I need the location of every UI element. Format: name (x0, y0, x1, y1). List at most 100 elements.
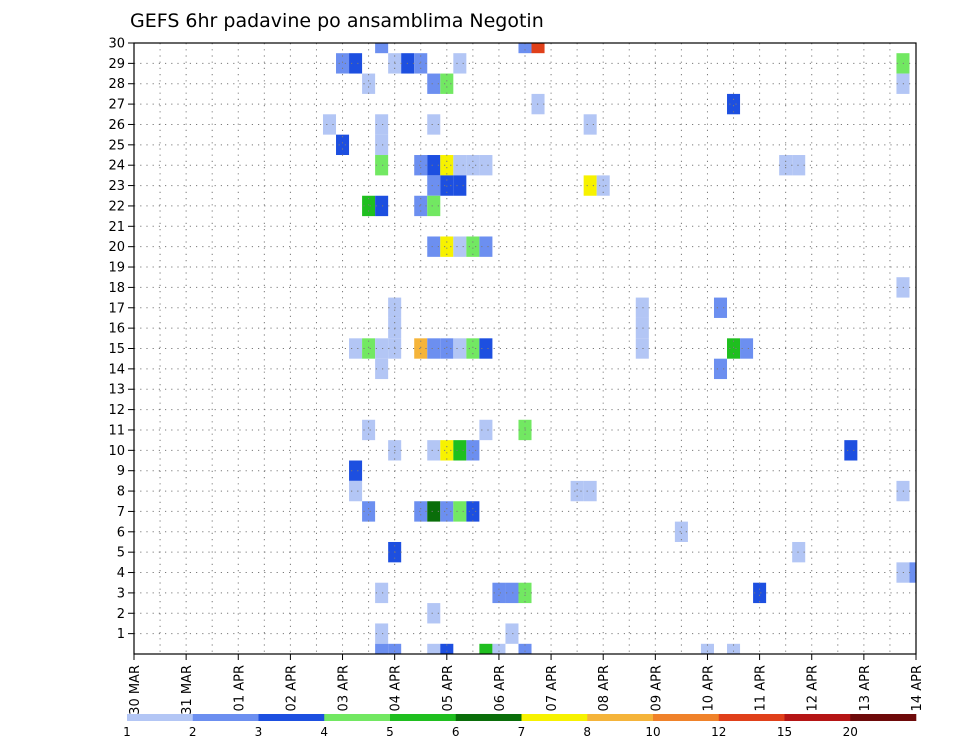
chart-title: GEFS 6hr padavine po ansamblima Negotin (130, 10, 544, 32)
heatmap-cell (713, 358, 728, 380)
y-tick-label: 25 (108, 138, 125, 153)
y-tick-label: 19 (108, 261, 125, 276)
y-tick-label: 8 (117, 485, 125, 500)
x-tick-label: 05 APR (441, 665, 456, 711)
colorbar-swatch (653, 714, 720, 721)
heatmap-cell (375, 134, 389, 156)
heatmap-cell (453, 236, 467, 257)
heatmap-cell (453, 501, 467, 522)
y-tick-label: 2 (117, 607, 125, 622)
colorbar-label: 15 (777, 725, 792, 739)
heatmap-cell (727, 643, 741, 654)
colorbar-swatch (455, 714, 522, 721)
y-tick-label: 15 (108, 342, 125, 357)
heatmap-cell (349, 53, 363, 74)
heatmap-cell (570, 480, 584, 502)
heatmap-cell (466, 338, 480, 359)
y-tick-label: 20 (108, 240, 125, 255)
heatmap-cell (674, 521, 688, 542)
heatmap-cell (427, 73, 441, 94)
heatmap-cell (531, 43, 545, 54)
heatmap-cell (427, 338, 441, 359)
heatmap-cell (336, 53, 350, 74)
heatmap-cell (713, 297, 728, 318)
heatmap-cell (792, 541, 806, 563)
y-tick-label: 9 (117, 464, 125, 479)
heatmap-cell (466, 440, 480, 461)
heatmap-cell (479, 236, 493, 257)
heatmap-cell (375, 195, 389, 217)
heatmap-cell (427, 501, 441, 522)
colorbar-swatch (850, 714, 917, 721)
heatmap-cell (388, 643, 402, 654)
x-tick-label: 31 MAR (180, 665, 195, 715)
heatmap-cell (479, 419, 493, 441)
heatmap-cell (635, 297, 649, 318)
x-tick-label: 02 APR (284, 665, 299, 711)
colorbar-label: 8 (583, 725, 591, 739)
colorbar-label: 2 (189, 725, 197, 739)
heatmap-cell (427, 195, 441, 217)
heatmap-cell (753, 582, 767, 604)
y-tick-label: 22 (108, 199, 125, 214)
colorbar: 1 2 3 4 5 6 7 8 10 12 15 20 (123, 714, 917, 739)
heatmap-cell (466, 236, 480, 257)
heatmap-cell (414, 501, 428, 522)
heatmap-cell (349, 460, 363, 481)
colorbar-swatch (718, 714, 785, 721)
y-tick-label: 17 (108, 301, 125, 316)
x-tick-label: 09 APR (649, 665, 664, 711)
y-tick-label: 14 (108, 362, 125, 377)
colorbar-label: 7 (518, 725, 526, 739)
colorbar-label: 20 (843, 725, 858, 739)
colorbar-label: 4 (320, 725, 328, 739)
colorbar-label: 12 (711, 725, 726, 739)
y-tick-label: 1 (117, 627, 125, 642)
x-tick-label: 11 APR (754, 665, 769, 711)
x-tick-label: 14 APR (910, 665, 925, 711)
heatmap-cell (479, 155, 493, 176)
heatmap-cell (583, 175, 597, 196)
heatmap-cell (427, 236, 441, 257)
heatmap-cell (349, 480, 363, 502)
heatmap-cell (336, 134, 350, 156)
colorbar-swatch (324, 714, 391, 721)
heatmap-cell (427, 603, 441, 624)
heatmap-cell (349, 338, 363, 359)
x-tick-label: 10 APR (701, 665, 716, 711)
y-tick-label: 27 (108, 98, 125, 113)
y-tick-label: 4 (117, 566, 125, 581)
heatmap-cell (466, 155, 480, 176)
colorbar-label: 10 (645, 725, 660, 739)
colorbar-label: 3 (255, 725, 263, 739)
heatmap-cell (440, 73, 454, 94)
heatmap-cell (635, 338, 649, 359)
heatmap-cell (362, 338, 376, 359)
heatmap-cell (453, 175, 467, 196)
heatmap-cell (466, 501, 480, 522)
colorbar-swatch (192, 714, 259, 721)
heatmap-cell (375, 155, 389, 176)
heatmap-cell (440, 236, 454, 257)
x-axis: 30 MAR 31 MAR 01 APR 02 APR 03 APR 04 APR 05 A… (128, 654, 925, 715)
colorbar-label: 5 (386, 725, 394, 739)
x-tick-label: 08 APR (597, 665, 612, 711)
x-tick-label: 13 APR (858, 665, 873, 711)
heatmap-cell (453, 155, 467, 176)
heatmap-cell (427, 175, 441, 196)
heatmap-cell (635, 317, 649, 339)
y-axis: 1234567891011121314151617181920212223242… (108, 37, 134, 642)
heatmap-cell (453, 53, 467, 74)
heatmap-cell (453, 440, 467, 461)
y-tick-label: 7 (117, 505, 125, 520)
y-tick-label: 3 (117, 586, 125, 601)
heatmap-cell (596, 175, 610, 196)
heatmap-cell (375, 358, 389, 380)
heatmap-cell (427, 643, 441, 654)
y-tick-label: 10 (108, 444, 125, 459)
heatmap-cell (505, 582, 519, 604)
heatmap-cell (583, 114, 597, 135)
heatmap-cell (909, 562, 916, 583)
heatmap-cell (505, 623, 519, 644)
